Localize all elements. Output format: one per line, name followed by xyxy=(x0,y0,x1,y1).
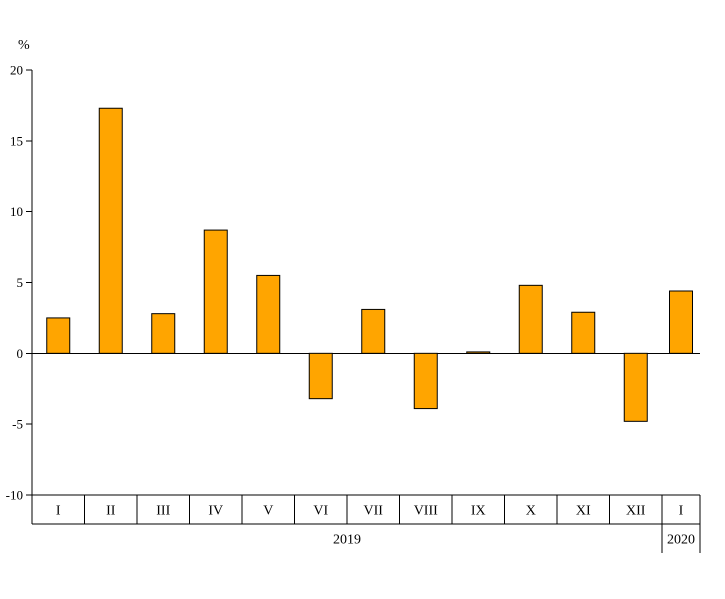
bar xyxy=(256,274,281,354)
y-tick-label: 15 xyxy=(10,133,23,148)
x-category-label: XII xyxy=(626,503,646,518)
y-tick-label: 10 xyxy=(10,204,23,219)
bar xyxy=(466,351,491,354)
bar xyxy=(203,229,228,354)
bar xyxy=(46,317,71,354)
bar xyxy=(518,284,543,354)
y-tick-label: 5 xyxy=(17,275,24,290)
x-category-label: VII xyxy=(364,503,384,518)
bar xyxy=(98,107,123,354)
x-category-label: I xyxy=(679,503,684,518)
x-category-label: IV xyxy=(208,503,223,518)
x-category-label: II xyxy=(106,503,116,518)
bar xyxy=(413,352,438,410)
x-category-label: V xyxy=(263,503,273,518)
bar xyxy=(623,352,648,422)
bar xyxy=(361,308,386,354)
year-label: 2019 xyxy=(333,532,361,547)
x-category-label: IX xyxy=(471,503,486,518)
y-tick-label: 0 xyxy=(17,346,24,361)
x-category-label: I xyxy=(56,503,61,518)
x-category-label: XI xyxy=(576,503,591,518)
y-tick-label: -10 xyxy=(6,488,23,503)
bar xyxy=(151,313,176,354)
bar xyxy=(669,290,693,354)
x-category-label: III xyxy=(156,503,170,518)
x-category-label: VI xyxy=(313,503,328,518)
y-tick-label: 20 xyxy=(10,63,23,78)
y-axis-unit-label: % xyxy=(18,38,30,53)
x-category-label: VIII xyxy=(414,503,438,518)
bar xyxy=(308,352,333,400)
year-label: 2020 xyxy=(667,532,695,547)
bar xyxy=(571,311,596,354)
y-tick-label: -5 xyxy=(12,417,23,432)
x-category-label: X xyxy=(526,503,536,518)
